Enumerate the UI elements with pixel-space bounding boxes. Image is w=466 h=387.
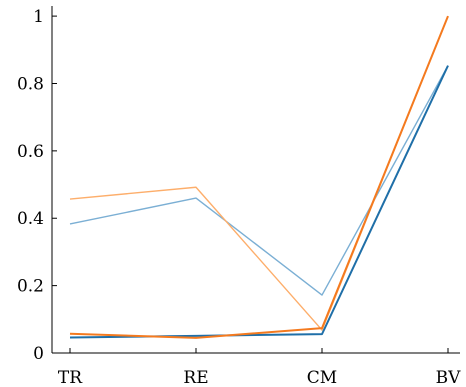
x-axis-ticks: TR RE CM BV	[58, 348, 461, 387]
y-tick-label: 0.2	[17, 277, 44, 297]
x-tick-label: CM	[307, 368, 337, 387]
y-tick-label: 0.6	[17, 142, 44, 162]
axes	[51, 6, 460, 354]
y-tick-label: 0.4	[17, 209, 44, 229]
series-line-3	[69, 65, 449, 339]
y-tick-label: 0.8	[17, 74, 44, 94]
y-axis-ticks: 0 0.2 0.4 0.6 0.8 1	[17, 7, 57, 364]
plot-lines	[69, 15, 449, 339]
x-tick-label: BV	[436, 368, 461, 387]
x-tick-label: RE	[183, 368, 208, 387]
series-line-4	[69, 15, 449, 339]
y-tick-label: 1	[33, 7, 44, 27]
x-tick-label: TR	[58, 368, 83, 387]
series-line-1	[69, 65, 449, 296]
y-tick-label: 0	[33, 344, 44, 364]
series-line-2	[69, 15, 449, 331]
